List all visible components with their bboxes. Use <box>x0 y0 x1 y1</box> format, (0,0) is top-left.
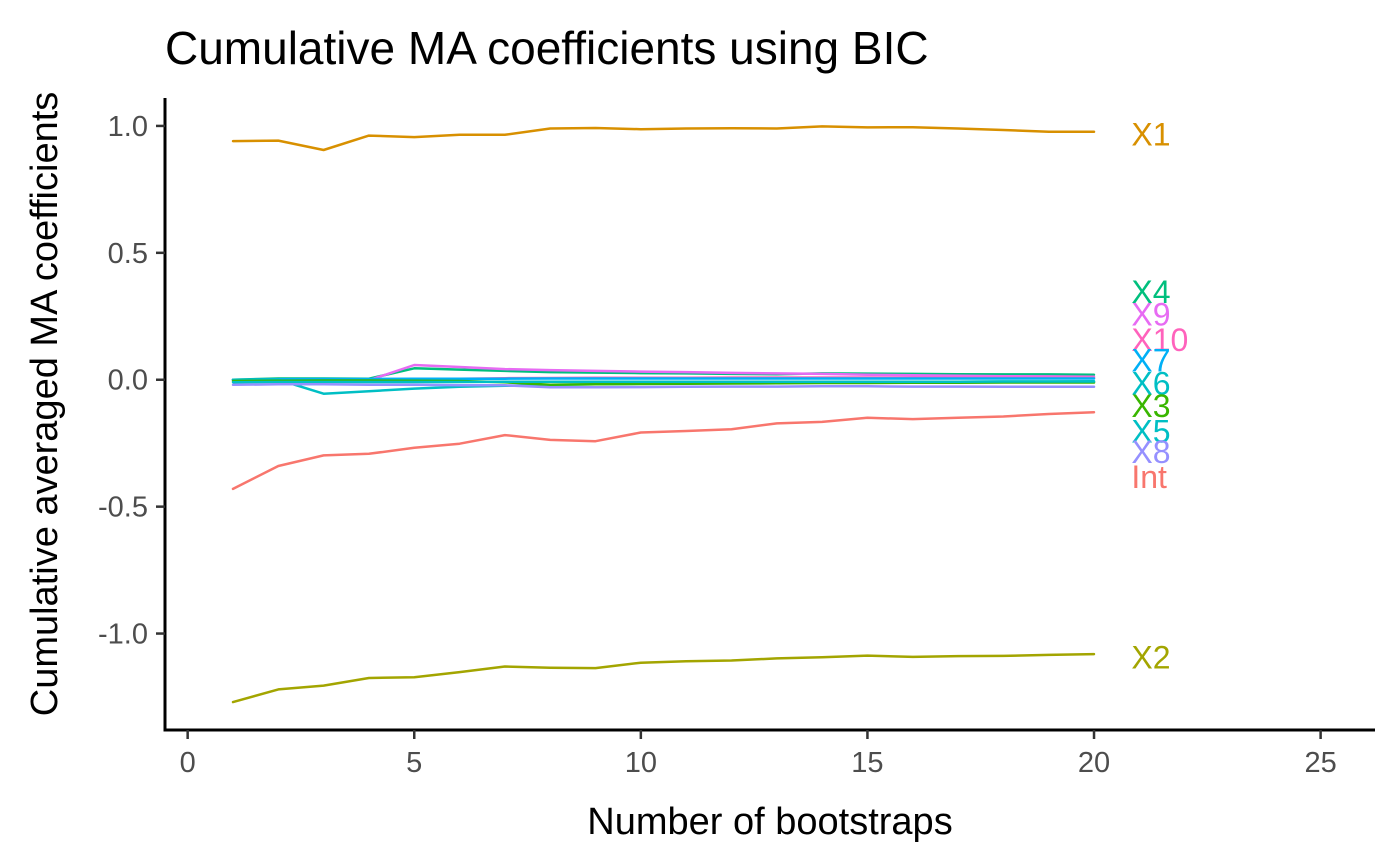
y-tick-label: -0.5 <box>98 492 148 524</box>
y-tick-label: 1.0 <box>108 111 148 143</box>
x-axis-title: Number of bootstraps <box>587 801 952 843</box>
series-label-x10: X10 <box>1131 322 1188 358</box>
x-tick-label: 15 <box>851 747 883 779</box>
series-label-x6: X6 <box>1131 365 1170 401</box>
series-line-x8 <box>231 383 1096 389</box>
series-line-x9 <box>231 363 1096 382</box>
series-lines <box>231 125 1096 704</box>
x-tick-label: 10 <box>625 747 657 779</box>
series-line-int <box>231 410 1096 491</box>
series-label-x8: X8 <box>1131 434 1170 470</box>
x-tick-label: 25 <box>1304 747 1336 779</box>
series-label-x5: X5 <box>1131 413 1170 449</box>
y-axis-title: Cumulative averaged MA coefficients <box>24 92 66 717</box>
y-tick-label: 0.0 <box>108 365 148 397</box>
x-tick-label: 20 <box>1078 747 1110 779</box>
series-label-x1: X1 <box>1131 117 1170 153</box>
chart-title: Cumulative MA coefficients using BIC <box>165 22 929 74</box>
series-label-x4: X4 <box>1131 274 1170 310</box>
series-line-x5 <box>231 380 1096 384</box>
x-tick-label: 5 <box>406 747 422 779</box>
series-label-x2: X2 <box>1131 639 1170 675</box>
series-line-x1 <box>231 125 1096 152</box>
series-label-x3: X3 <box>1131 388 1170 424</box>
y-tick-label: 0.5 <box>108 238 148 270</box>
y-tick-label: -1.0 <box>98 619 148 651</box>
x-tick-label: 0 <box>180 747 196 779</box>
y-axis: 1.0 0.5 0.0 -0.5 -1.0 <box>98 98 167 732</box>
x-axis: 0 5 10 15 20 25 <box>163 728 1375 779</box>
series-label-x9: X9 <box>1131 297 1170 333</box>
series-line-x7 <box>231 377 1096 381</box>
series-label-int: Int <box>1131 459 1167 495</box>
series-line-x2 <box>231 652 1096 704</box>
series-label-x7: X7 <box>1131 342 1170 378</box>
